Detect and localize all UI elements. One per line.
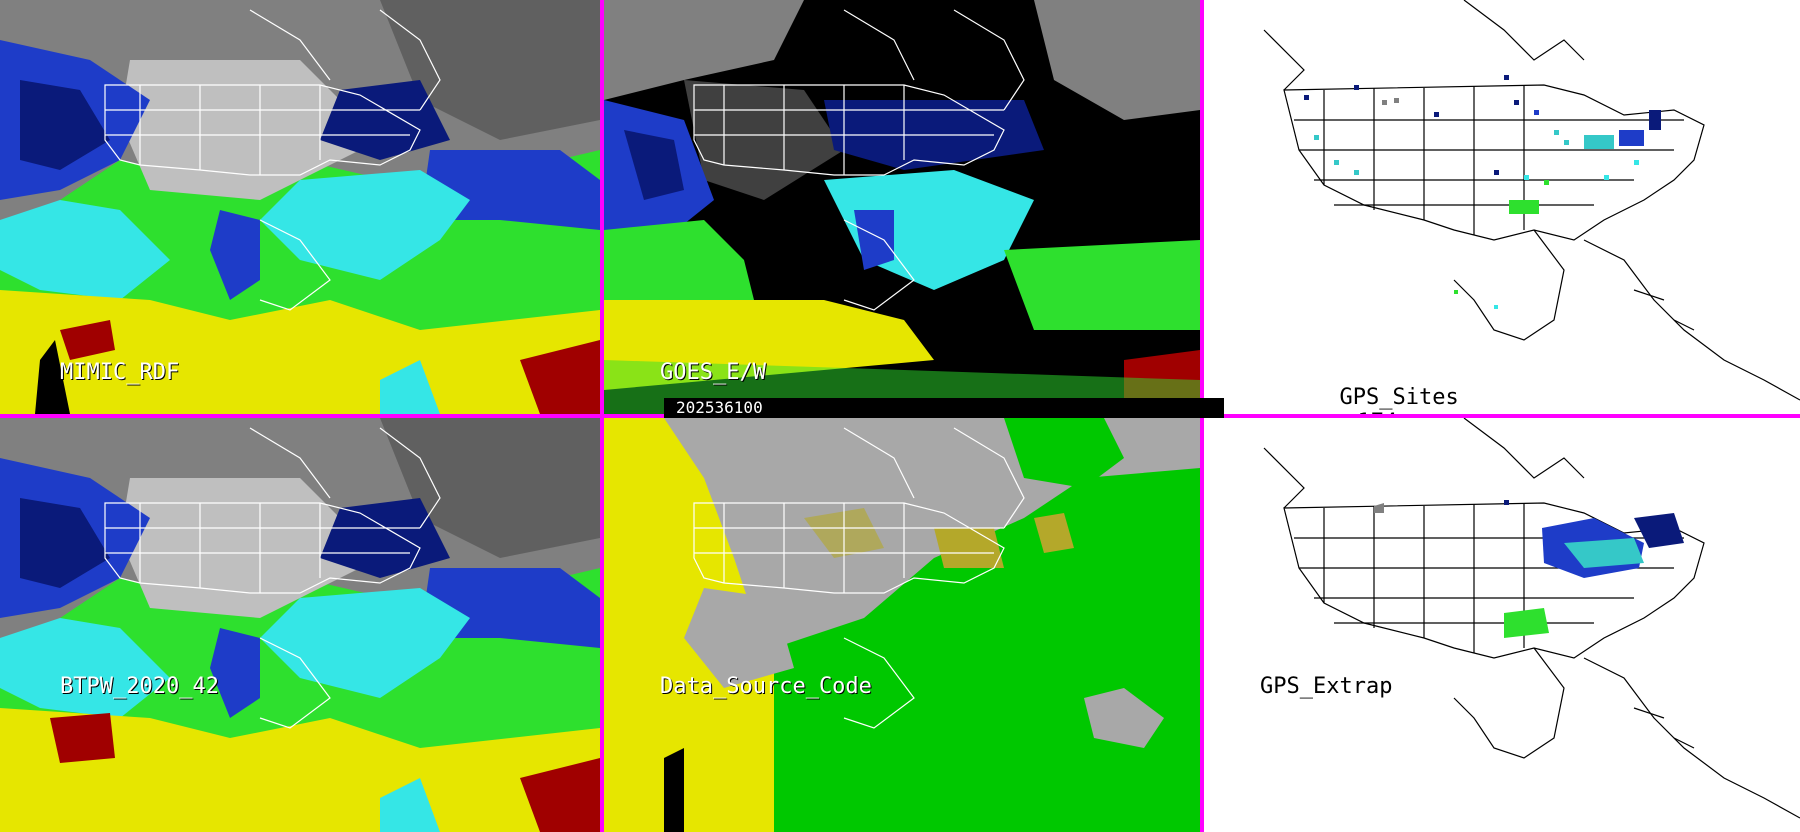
gps-extrap-map <box>1204 418 1800 832</box>
gps-site-markers <box>1304 75 1661 309</box>
panel-mimic-rdf: MIMIC_RDF <box>0 0 600 414</box>
panel-goes: GOES_E/W <box>604 0 1200 414</box>
panel-gps-sites: GPS_Sites 174 <box>1204 0 1800 414</box>
btpw-map <box>0 418 600 832</box>
panel-label-goes: GOES_E/W <box>660 360 766 385</box>
panel-label-gps-extrap: GPS_Extrap <box>1260 674 1393 699</box>
panel-label-btpw: BTPW_2020_42 <box>60 674 219 699</box>
panel-btpw: BTPW_2020_42 <box>0 418 600 832</box>
data-source-map <box>604 418 1200 832</box>
gps-sites-count: 174 <box>1357 410 1397 414</box>
goes-map <box>604 0 1200 414</box>
timestamp-text: 202536100 <box>676 398 763 417</box>
gps-sites-map <box>1204 0 1800 414</box>
timestamp-bar: 202536100 <box>664 398 1224 418</box>
gps-sites-title: GPS_Sites <box>1339 385 1459 410</box>
panel-label-gps-sites: GPS_Sites 174 <box>1260 360 1459 414</box>
mimic-map <box>0 0 600 414</box>
panel-label-data-source: Data_Source_Code <box>660 674 872 699</box>
panel-label-mimic: MIMIC_RDF <box>60 360 180 385</box>
panel-gps-extrap: GPS_Extrap <box>1204 418 1800 832</box>
panel-data-source: Data_Source_Code <box>604 418 1200 832</box>
